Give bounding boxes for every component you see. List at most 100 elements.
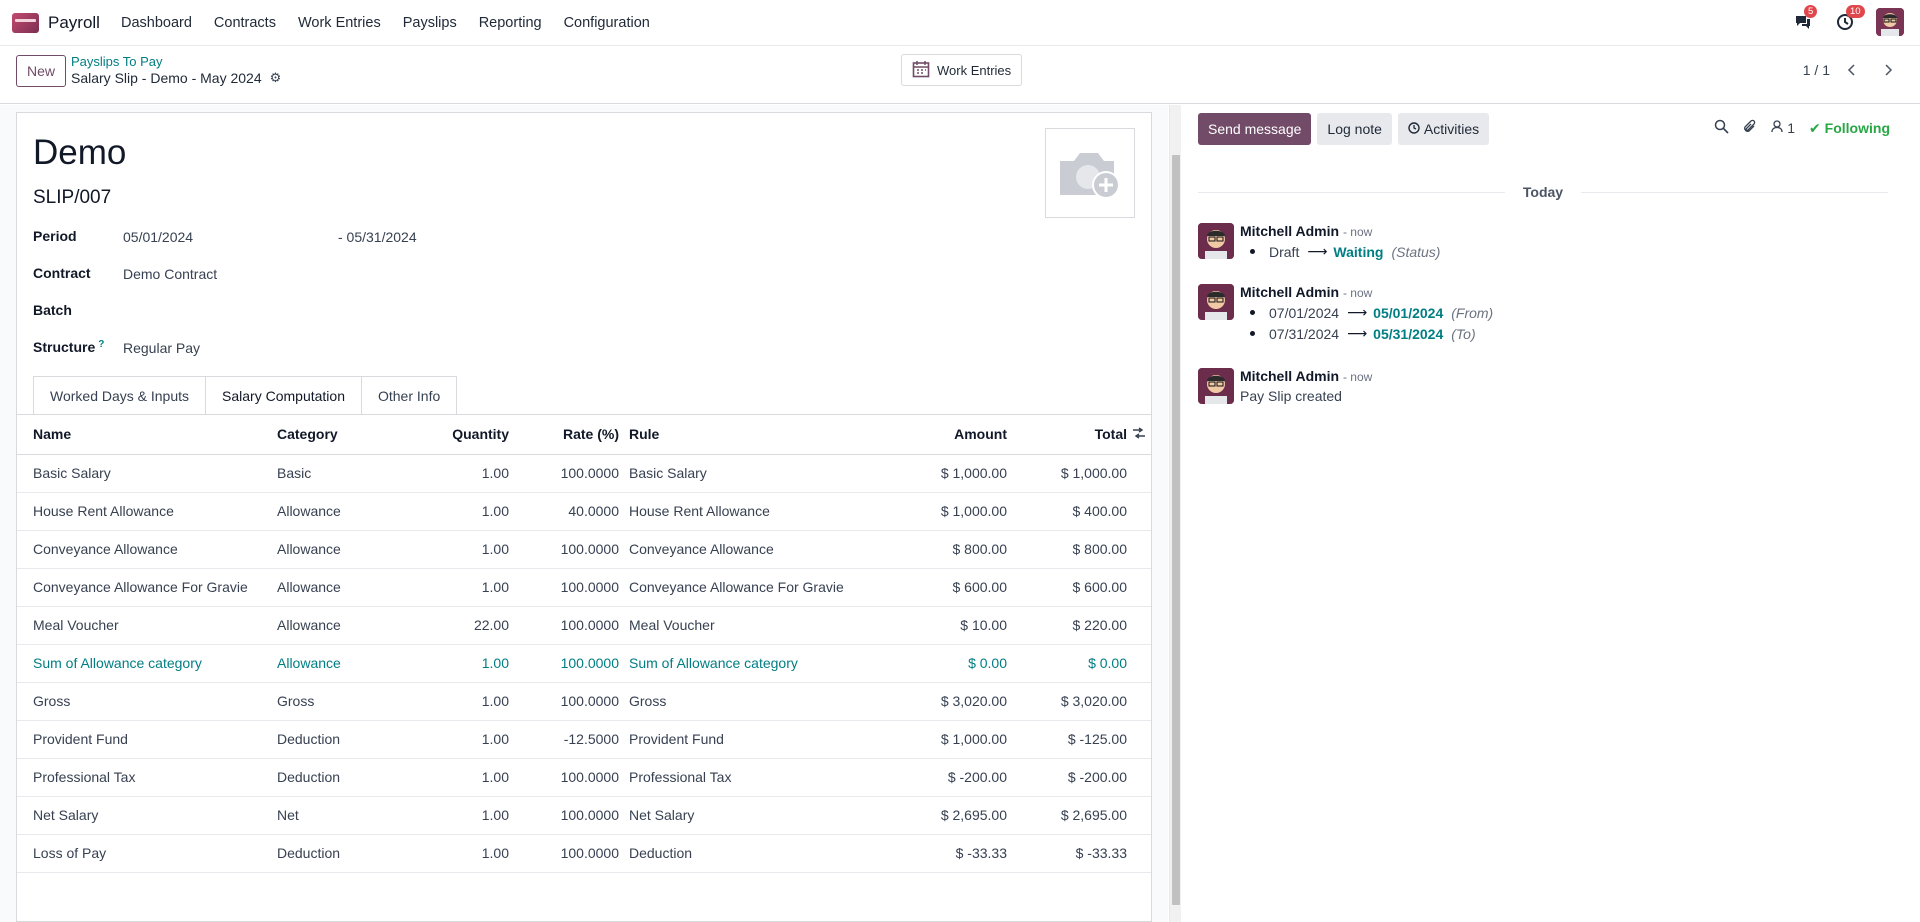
cell-rule: Conveyance Allowance For Gravie (619, 568, 879, 607)
optional-columns-toggle-icon[interactable] (1127, 415, 1151, 455)
search-icon[interactable] (1714, 119, 1729, 137)
following-button[interactable]: ✔ Following (1809, 120, 1890, 137)
slip-reference[interactable]: SLIP/007 (33, 187, 112, 208)
author-avatar[interactable] (1198, 223, 1234, 259)
tracking-field-name: (From) (1451, 304, 1494, 321)
employee-image-field[interactable] (1045, 128, 1135, 218)
table-row[interactable]: House Rent Allowance Allowance 1.00 40.0000… (17, 492, 1151, 531)
cell-spacer (1127, 568, 1151, 607)
cell-rule: Sum of Allowance category (619, 644, 879, 683)
cell-amount: $ 3,020.00 (879, 682, 1007, 721)
arrow-right-icon: ⟶ (1347, 325, 1368, 341)
message-body: Pay Slip created (1240, 388, 1342, 404)
table-row[interactable]: Meal Voucher Allowance 22.00 100.0000 Meal V… (17, 606, 1151, 645)
cell-rule: House Rent Allowance (619, 492, 879, 531)
batch-field[interactable] (123, 302, 423, 320)
column-header-amount[interactable]: Amount (879, 415, 1007, 455)
contract-field[interactable]: Demo Contract (123, 266, 218, 282)
cell-category: Net (277, 796, 397, 835)
payroll-app-icon[interactable] (12, 12, 39, 33)
cell-total: $ 2,695.00 (1007, 796, 1127, 835)
user-avatar[interactable] (1876, 8, 1904, 36)
messaging-icon[interactable]: 5 (1792, 5, 1818, 33)
author-avatar[interactable] (1198, 368, 1234, 404)
column-header-quantity[interactable]: Quantity (397, 415, 509, 455)
structure-help-tooltip[interactable]: ? (98, 339, 105, 350)
table-row[interactable]: Provident Fund Deduction 1.00 -12.5000 Provi… (17, 720, 1151, 759)
employee-name[interactable]: Demo (33, 133, 127, 172)
cell-rate: 100.0000 (509, 606, 619, 645)
structure-label-wrap: Structure? (33, 339, 104, 355)
cell-amount: $ 2,695.00 (879, 796, 1007, 835)
column-header-rule[interactable]: Rule (619, 415, 879, 455)
cell-rate: 100.0000 (509, 682, 619, 721)
cell-rate: -12.5000 (509, 720, 619, 759)
message-author[interactable]: Mitchell Admin (1240, 223, 1340, 239)
table-row[interactable]: Conveyance Allowance Allowance 1.00 100.000… (17, 530, 1151, 569)
table-row[interactable]: Basic Salary Basic 1.00 100.0000 Basic Salar… (17, 454, 1151, 493)
form-scrollbar-thumb[interactable] (1172, 155, 1180, 905)
message-author[interactable]: Mitchell Admin (1240, 284, 1340, 300)
breadcrumb-payslips-to-pay[interactable]: Payslips To Pay (71, 54, 163, 69)
message-author[interactable]: Mitchell Admin (1240, 368, 1340, 384)
menu-configuration[interactable]: Configuration (563, 14, 650, 31)
cell-category: Allowance (277, 492, 397, 531)
table-row[interactable]: Gross Gross 1.00 100.0000 Gross $ 3,020.00 $ 3… (17, 682, 1151, 721)
author-avatar[interactable] (1198, 284, 1234, 320)
chatter-panel: Send message Log note Activities 1 ✔ Fol… (1182, 105, 1920, 922)
menu-dashboard[interactable]: Dashboard (120, 14, 192, 31)
control-panel: New Payslips To Pay Salary Slip - Demo -… (0, 46, 1920, 104)
menu-payslips[interactable]: Payslips (402, 14, 457, 31)
column-header-name[interactable]: Name (17, 415, 277, 455)
check-icon: ✔ (1809, 119, 1821, 136)
activities-button[interactable]: Activities (1397, 113, 1490, 145)
tab-worked-days-inputs[interactable]: Worked Days & Inputs (33, 376, 207, 414)
cell-spacer (1127, 530, 1151, 569)
cell-quantity: 1.00 (397, 568, 509, 607)
followers-button[interactable]: 1 (1771, 120, 1795, 136)
gear-icon[interactable]: ⚙ (269, 70, 282, 85)
tracking-old-value: 07/31/2024 (1269, 325, 1340, 342)
cell-category: Allowance (277, 568, 397, 607)
arrow-right-icon: ⟶ (1347, 304, 1368, 320)
cell-total: $ 3,020.00 (1007, 682, 1127, 721)
cell-spacer (1127, 758, 1151, 797)
cell-amount: $ 800.00 (879, 530, 1007, 569)
paperclip-icon[interactable] (1743, 119, 1757, 137)
send-message-button[interactable]: Send message (1198, 113, 1312, 145)
log-note-button[interactable]: Log note (1317, 113, 1392, 145)
period-to-field[interactable]: - 05/31/2024 (338, 229, 417, 245)
column-header-rate[interactable]: Rate (%) (509, 415, 619, 455)
structure-field[interactable]: Regular Pay (123, 340, 201, 356)
table-row[interactable]: Loss of Pay Deduction 1.00 100.0000 Deductio… (17, 834, 1151, 873)
form-scrollbar[interactable] (1169, 105, 1181, 922)
cell-rule: Provident Fund (619, 720, 879, 759)
activity-clock-icon[interactable]: 10 (1834, 5, 1865, 33)
table-row[interactable]: Professional Tax Deduction 1.00 100.0000 Pro… (17, 758, 1151, 797)
table-row[interactable]: Net Salary Net 1.00 100.0000 Net Salary $ 2,6… (17, 796, 1151, 835)
table-row[interactable]: Sum of Allowance category Allowance 1.00 10… (17, 644, 1151, 683)
cell-total: $ 1,000.00 (1007, 454, 1127, 493)
pager-previous-button[interactable] (1838, 56, 1866, 84)
table-row[interactable]: Conveyance Allowance For Gravie Allowance… (17, 568, 1151, 607)
pager-value[interactable]: 1 / 1 (1802, 62, 1830, 78)
tab-other-info[interactable]: Other Info (360, 376, 458, 414)
column-header-category[interactable]: Category (277, 415, 397, 455)
menu-work-entries[interactable]: Work Entries (297, 14, 381, 31)
cell-spacer (1127, 492, 1151, 531)
pager-next-button[interactable] (1874, 56, 1902, 84)
menu-reporting[interactable]: Reporting (478, 14, 542, 31)
chatter-message: Mitchell Admin - now 07/01/2024 ⟶ 05/01/… (1198, 284, 1493, 342)
cell-name: Gross (17, 682, 277, 721)
work-entries-button[interactable]: Work Entries (901, 54, 1023, 86)
app-name[interactable]: Payroll (48, 12, 100, 32)
cell-spacer (1127, 720, 1151, 759)
new-button[interactable]: New (16, 55, 67, 87)
column-header-total[interactable]: Total (1007, 415, 1127, 455)
tab-salary-computation[interactable]: Salary Computation (205, 376, 362, 414)
period-from-field[interactable]: 05/01/2024 (123, 229, 194, 245)
tracking-value: 07/31/2024 ⟶ 05/31/2024 (To) (1250, 325, 1493, 342)
cell-total: $ 800.00 (1007, 530, 1127, 569)
menu-contracts[interactable]: Contracts (213, 14, 276, 31)
notebook-tabs: Worked Days & Inputs Salary Computation … (33, 376, 458, 414)
